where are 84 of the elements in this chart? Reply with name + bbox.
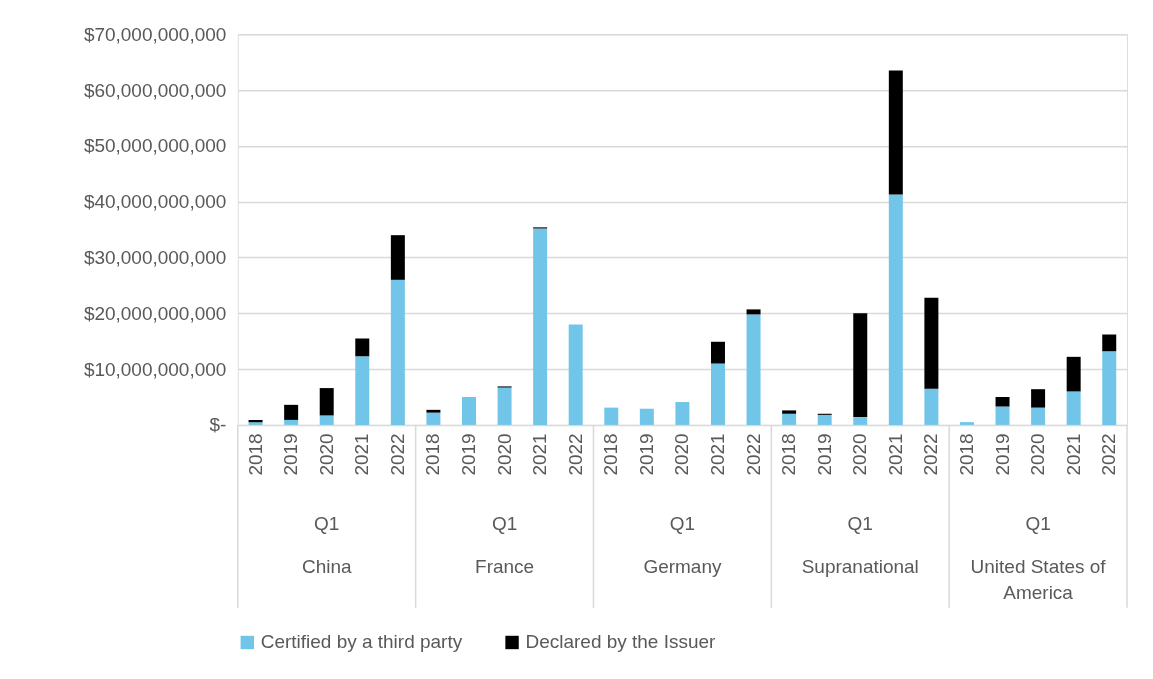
bar <box>924 388 939 425</box>
x-tick-label: 2021 <box>529 433 551 476</box>
x-tick-label: 2020 <box>849 433 871 476</box>
x-tick-label: 2022 <box>386 433 408 476</box>
x-tick-label: 2021 <box>706 433 728 476</box>
bar <box>355 338 370 357</box>
bar <box>746 314 761 425</box>
bar <box>639 408 654 425</box>
bar <box>888 194 903 425</box>
y-tick-label: $60,000,000,000 <box>83 79 227 101</box>
y-tick-label: $40,000,000,000 <box>83 191 227 213</box>
text: United States of America <box>970 555 1107 603</box>
bar <box>1102 334 1117 352</box>
bar <box>319 388 334 416</box>
bar <box>675 402 690 425</box>
x-tick-label: 2020 <box>493 433 515 476</box>
text: France <box>475 555 535 577</box>
text: Supranational <box>801 555 919 577</box>
bar <box>604 407 619 425</box>
bar <box>995 397 1010 407</box>
bar <box>710 341 725 364</box>
bar <box>284 419 299 425</box>
bar <box>426 412 441 425</box>
text: China <box>301 555 352 577</box>
bar <box>319 415 334 425</box>
bar <box>1066 391 1081 425</box>
bar <box>924 297 939 389</box>
y-tick-label: $70,000,000,000 <box>83 23 227 45</box>
bar <box>462 397 476 425</box>
text: Q1 <box>847 512 873 534</box>
bar <box>568 324 583 425</box>
x-tick-label: 2018 <box>422 433 444 476</box>
x-tick-label: 2020 <box>1027 433 1049 476</box>
bar <box>888 70 903 195</box>
x-tick-label: 2018 <box>600 433 622 476</box>
bar <box>1102 351 1117 425</box>
x-tick-label: 2019 <box>813 433 835 476</box>
x-tick-label: 2022 <box>742 433 764 476</box>
bar <box>782 410 797 414</box>
bar <box>284 404 299 420</box>
bar <box>390 279 405 425</box>
x-tick-label: 2018 <box>244 433 266 476</box>
text: Q1 <box>1025 512 1051 534</box>
bar <box>1031 389 1046 408</box>
x-tick-label: 2019 <box>991 433 1013 476</box>
bar <box>817 414 832 425</box>
bar <box>1031 407 1046 425</box>
x-tick-label: 2021 <box>351 433 373 476</box>
x-tick-label: 2018 <box>955 433 977 476</box>
bar <box>1066 356 1081 392</box>
text: Q1 <box>314 512 340 534</box>
y-tick-label: $30,000,000,000 <box>83 246 227 268</box>
bar <box>426 409 441 413</box>
x-tick-label: 2019 <box>457 433 479 476</box>
y-tick-label: $- <box>209 414 227 436</box>
text: Q1 <box>669 512 696 534</box>
bar <box>746 309 761 315</box>
x-tick-label: 2020 <box>671 433 693 476</box>
x-tick-label: 2018 <box>778 433 800 476</box>
bar <box>853 313 868 418</box>
bar <box>995 406 1010 425</box>
y-tick-label: $50,000,000,000 <box>83 135 227 157</box>
y-tick-label: $20,000,000,000 <box>83 302 227 324</box>
bar <box>533 228 548 425</box>
legend-label: Declared by the Issuer <box>525 631 716 653</box>
x-tick-label: 2019 <box>280 433 302 476</box>
x-tick-label: 2022 <box>564 433 586 476</box>
bar <box>497 387 512 425</box>
bar <box>853 417 868 425</box>
x-tick-label: 2021 <box>1062 433 1084 476</box>
x-tick-label: 2022 <box>920 433 942 476</box>
text: Germany <box>643 555 722 577</box>
bar <box>390 235 405 280</box>
text: Q1 <box>491 512 518 534</box>
bar <box>782 413 797 425</box>
x-tick-label: 2020 <box>315 433 337 476</box>
x-tick-label: 2019 <box>635 433 657 476</box>
bar <box>355 356 370 425</box>
bar <box>710 363 725 425</box>
bar <box>959 422 974 425</box>
legend-label: Certified by a third party <box>260 631 463 653</box>
x-tick-label: 2022 <box>1098 433 1120 476</box>
x-tick-label: 2021 <box>884 433 906 476</box>
y-tick-label: $10,000,000,000 <box>83 358 227 380</box>
